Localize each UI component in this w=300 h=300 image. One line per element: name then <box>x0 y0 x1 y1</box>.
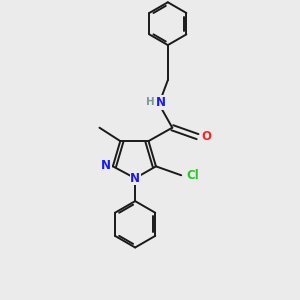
Text: O: O <box>202 130 212 143</box>
Text: Cl: Cl <box>186 169 199 182</box>
Text: H: H <box>146 98 154 107</box>
Text: N: N <box>101 159 111 172</box>
Text: N: N <box>130 172 140 185</box>
Text: N: N <box>156 96 166 109</box>
